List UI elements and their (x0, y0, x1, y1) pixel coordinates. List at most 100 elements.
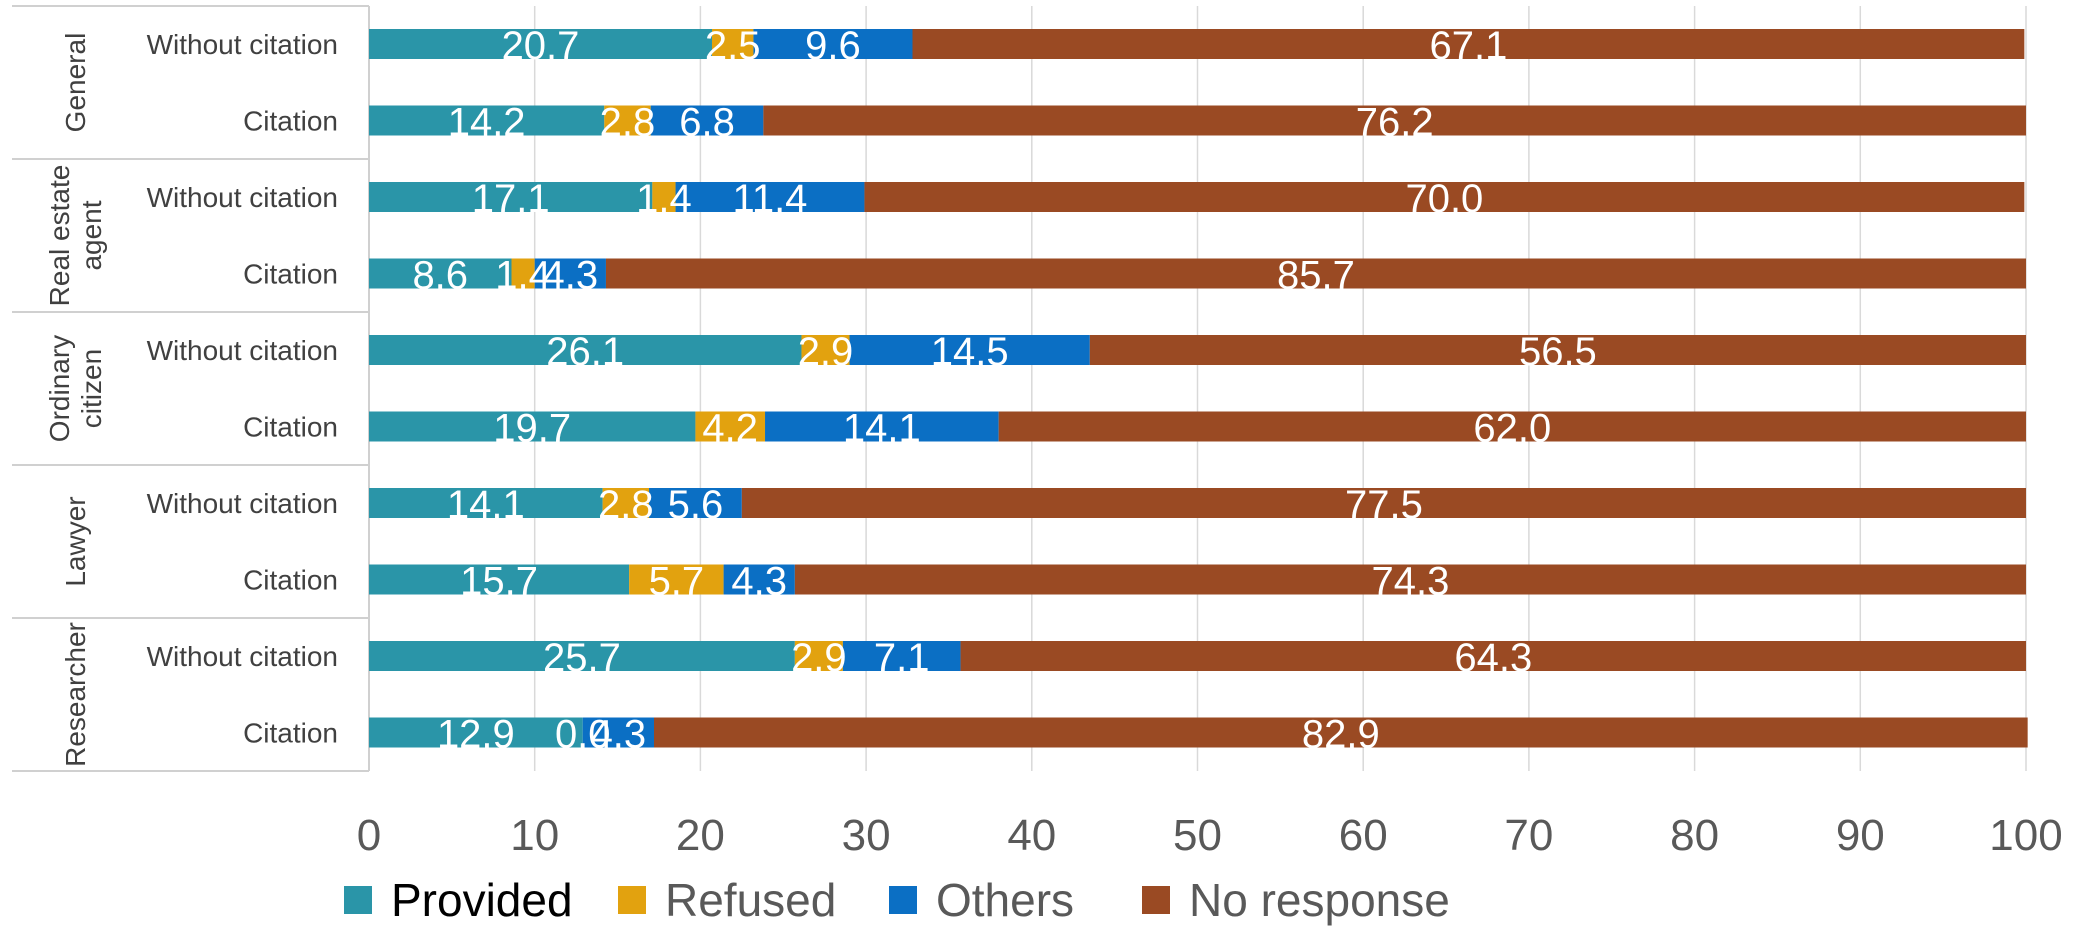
x-tick-label: 10 (510, 811, 559, 860)
bar-segment-provided (369, 411, 696, 442)
data-label: 5.7 (649, 560, 705, 604)
bar-segment-refused (629, 564, 724, 595)
bar-segment-others (582, 717, 655, 748)
data-label: 2.8 (600, 101, 656, 145)
data-label: 2.9 (791, 636, 847, 680)
bar-segment-refused (511, 258, 535, 289)
bar-segment-refused (652, 182, 676, 212)
data-label: 14.1 (447, 483, 525, 527)
group-label: General (60, 33, 91, 133)
bar-segment-provided (369, 488, 603, 518)
row-label: Citation (243, 259, 338, 290)
row-label: Citation (243, 412, 338, 443)
data-label: 20.7 (502, 24, 580, 68)
row-label: Without citation (147, 335, 338, 366)
bar-segment-provided (369, 29, 712, 59)
data-label: 25.7 (543, 636, 621, 680)
row-label: Without citation (147, 182, 338, 213)
data-label: 4.2 (702, 407, 758, 451)
data-label: 67.1 (1429, 24, 1507, 68)
bar-segment-refused (602, 488, 650, 518)
bar-segment-others (675, 182, 865, 212)
bar-segment-no-response (763, 105, 2027, 136)
data-label: 14.5 (931, 330, 1009, 374)
x-tick-label: 0 (357, 811, 381, 860)
data-label: 82.9 (1302, 713, 1380, 757)
bar-segment-no-response (960, 641, 2026, 671)
data-label: 5.6 (668, 483, 724, 527)
data-label: 6.8 (679, 101, 735, 145)
bar-segment-refused (604, 105, 651, 136)
legend-swatch (618, 886, 646, 914)
group-label: agent (76, 200, 107, 270)
data-label: 2.9 (798, 330, 854, 374)
group-label: citizen (76, 349, 107, 428)
data-label: 7.1 (874, 636, 930, 680)
data-label: 77.5 (1345, 483, 1423, 527)
group-label: Researcher (60, 622, 91, 767)
x-tick-label: 70 (1504, 811, 1553, 860)
bar-segment-refused (794, 641, 843, 671)
data-label: 4.3 (543, 254, 599, 298)
data-label: 0.0 (555, 713, 611, 757)
x-tick-label: 40 (1007, 811, 1056, 860)
legend-label: Refused (665, 874, 836, 926)
data-label: 62.0 (1473, 407, 1551, 451)
bar-segment-no-response (998, 411, 2027, 442)
data-label: 14.2 (448, 101, 526, 145)
bar-segment-no-response (912, 29, 2025, 59)
x-tick-label: 80 (1670, 811, 1719, 860)
data-label: 14.1 (843, 407, 921, 451)
bar-segment-provided (369, 182, 653, 212)
x-tick-label: 100 (1989, 811, 2062, 860)
data-label: 64.3 (1454, 636, 1532, 680)
bar-segment-provided (369, 335, 802, 365)
data-label: 26.1 (546, 330, 624, 374)
row-label: Without citation (147, 29, 338, 60)
bar-segment-others (534, 258, 606, 289)
data-label: 17.1 (472, 177, 550, 221)
data-label: 2.8 (598, 483, 654, 527)
bar-segment-others (723, 564, 795, 595)
data-label: 4.3 (591, 713, 647, 757)
group-label: Ordinary (44, 335, 75, 442)
category-table: General Without citation Citation Real esta… (12, 5, 370, 772)
data-label: 74.3 (1371, 560, 1449, 604)
data-labels: 20.7 2.5 9.6 67.1 14.2 2.8 6.8 76.2 17.1 1.4 11.4 7… (412, 24, 1596, 757)
bar-segment-refused (711, 29, 754, 59)
bar-segment-no-response (741, 488, 2027, 518)
group-label: Lawyer (60, 496, 91, 586)
data-label: 11.4 (733, 177, 808, 221)
data-label: 2.5 (705, 24, 761, 68)
bar-segment-provided (369, 641, 795, 671)
data-label: 85.7 (1277, 254, 1355, 298)
x-tick-label: 90 (1836, 811, 1885, 860)
legend: Provided Refused Others No response (344, 874, 1450, 926)
bar-segment-provided (369, 717, 583, 748)
data-label: 70.0 (1405, 177, 1483, 221)
bar-segment-no-response (654, 717, 2028, 748)
data-label: 1.4 (495, 254, 551, 298)
bar-segment-no-response (1089, 335, 2026, 365)
data-label: 12.9 (437, 713, 515, 757)
x-tick-label: 50 (1173, 811, 1222, 860)
data-label: 8.6 (412, 254, 468, 298)
data-label: 76.2 (1356, 101, 1434, 145)
bar-segment-others (849, 335, 1090, 365)
legend-label: Provided (391, 874, 573, 926)
bar-segment-others (842, 641, 961, 671)
bar-segment-provided (369, 258, 512, 289)
bar-segment-no-response (605, 258, 2027, 289)
legend-swatch (1142, 886, 1170, 914)
row-label: Citation (243, 718, 338, 749)
legend-swatch (889, 886, 917, 914)
data-label: 9.6 (805, 24, 861, 68)
data-label: 1.4 (636, 177, 692, 221)
data-label: 56.5 (1519, 330, 1597, 374)
x-axis: 0 10 20 30 40 50 60 70 80 90 100 (357, 811, 2063, 860)
data-label: 4.3 (731, 560, 787, 604)
x-tick-label: 60 (1339, 811, 1388, 860)
x-tick-label: 20 (676, 811, 725, 860)
data-label: 15.7 (460, 560, 538, 604)
